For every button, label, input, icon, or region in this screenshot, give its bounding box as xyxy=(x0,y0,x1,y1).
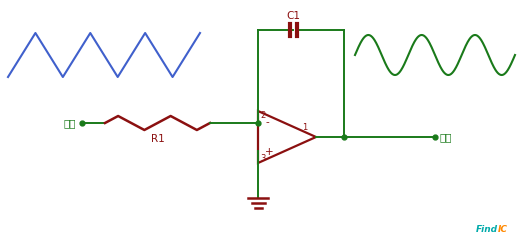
Text: +: + xyxy=(265,147,274,157)
Text: R1: R1 xyxy=(151,134,164,144)
Text: IC: IC xyxy=(498,225,508,234)
Text: 1: 1 xyxy=(302,123,307,132)
Text: 3: 3 xyxy=(260,154,265,163)
Text: -: - xyxy=(265,117,269,127)
Text: C1: C1 xyxy=(286,11,300,21)
Text: 输入: 输入 xyxy=(63,118,76,128)
Text: 2: 2 xyxy=(260,111,265,120)
Text: Find: Find xyxy=(476,225,498,234)
Text: 输出: 输出 xyxy=(439,132,451,142)
